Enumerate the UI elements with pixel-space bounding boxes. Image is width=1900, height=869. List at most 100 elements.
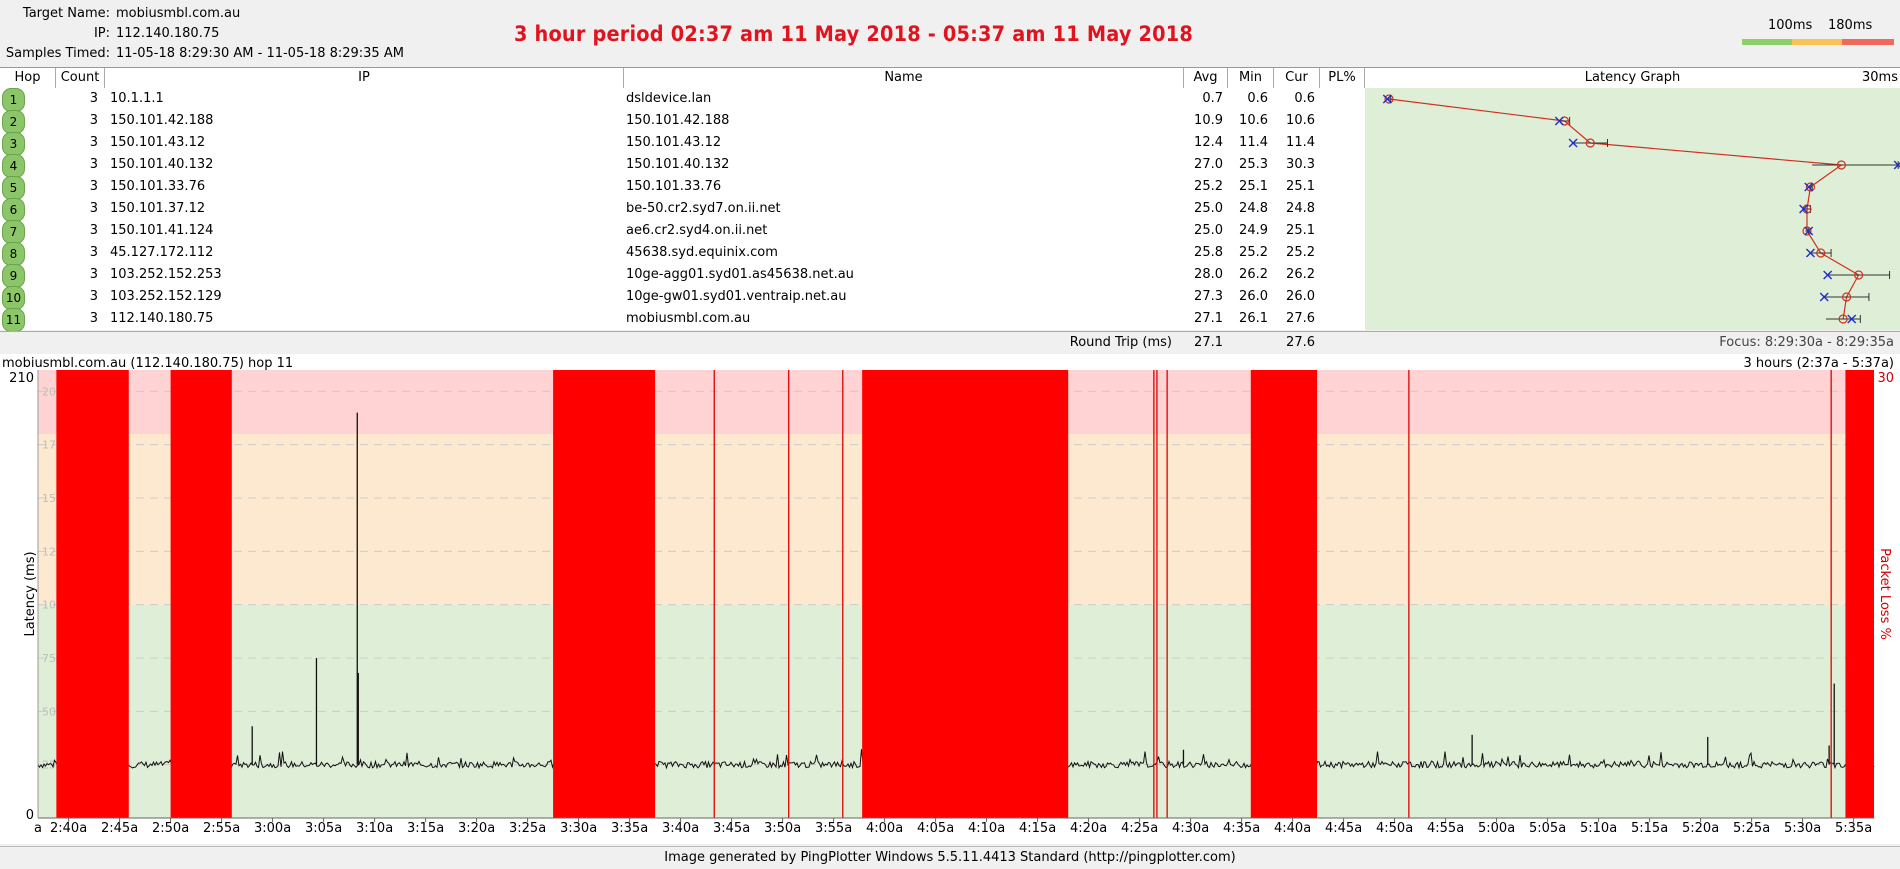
cell-ip: 45.127.172.112 (110, 245, 214, 260)
round-trip-label: Round Trip (ms) (1069, 335, 1172, 350)
hop-current-marker (1799, 204, 1809, 214)
table-row[interactable]: 7 3 150.101.41.124 ae6.cr2.syd4.on.ii.net 25… (0, 220, 1365, 244)
hop-current-marker (1819, 292, 1829, 302)
table-row[interactable]: 4 3 150.101.40.132 150.101.40.132 27.0 25.3 30… (0, 154, 1365, 178)
cell-cur: 26.2 (1286, 267, 1315, 282)
cell-min: 11.4 (1239, 135, 1268, 150)
hop-number-badge: 2 (2, 110, 25, 134)
cell-pl (1320, 176, 1360, 198)
hop-current-marker (1568, 138, 1578, 148)
x-tick-label: 2:50a (152, 821, 189, 836)
x-tick-label: 4:45a (1325, 821, 1362, 836)
cell-cur: 25.2 (1286, 245, 1315, 260)
cell-avg: 25.0 (1194, 201, 1223, 216)
hop-number-badge: 8 (2, 242, 25, 266)
hop-current-marker (1382, 94, 1392, 104)
cell-min: 24.8 (1239, 201, 1268, 216)
hop-current-marker (1554, 116, 1564, 126)
cell-avg: 25.0 (1194, 223, 1223, 238)
cell-name: 10ge-gw01.syd01.ventraip.net.au (626, 289, 847, 304)
y-grid-label: 50 (42, 705, 56, 718)
cell-pl (1320, 264, 1360, 286)
x-tick-label: 5:20a (1682, 821, 1719, 836)
chart-caption-left: mobiusmbl.com.au (112.140.180.75) hop 11 (2, 356, 293, 371)
cell-pl (1320, 88, 1360, 110)
x-tick-label: 4:05a (917, 821, 954, 836)
cell-avg: 12.4 (1194, 135, 1223, 150)
cell-name: 45638.syd.equinix.com (626, 245, 778, 260)
x-tick-label: 3:00a (254, 821, 291, 836)
cell-cur: 24.8 (1286, 201, 1315, 216)
timeline-chart[interactable]: 25 50 75 100 125 150 175 200 mobiusmbl.com.au (1… (0, 354, 1900, 844)
x-tick-label: 3:55a (815, 821, 852, 836)
table-row[interactable]: 6 3 150.101.37.12 be-50.cr2.syd7.on.ii.net 2… (0, 198, 1365, 222)
round-trip-row: Round Trip (ms) 27.1 27.6 Focus: 8:29:30… (0, 331, 1900, 355)
x-tick-label: 5:25a (1733, 821, 1770, 836)
cell-min: 10.6 (1239, 113, 1268, 128)
cell-ip: 103.252.152.253 (110, 267, 222, 282)
packet-loss-block (170, 370, 232, 818)
cell-pl (1320, 132, 1360, 154)
hop-avg-marker (1805, 182, 1816, 192)
hop-avg-marker (1841, 292, 1852, 302)
col-name[interactable]: Name (624, 68, 1184, 88)
x-tick-label: 4:10a (968, 821, 1005, 836)
cell-min: 26.2 (1239, 267, 1268, 282)
table-row[interactable]: 5 3 150.101.33.76 150.101.33.76 25.2 25.1 25.1 (0, 176, 1365, 200)
cell-name: 150.101.42.188 (626, 113, 730, 128)
latency-graph-svg (1382, 94, 1900, 324)
col-min[interactable]: Min (1228, 68, 1274, 88)
cell-ip: 150.101.43.12 (110, 135, 206, 150)
col-count[interactable]: Count (56, 68, 105, 88)
latency-path-line (1388, 98, 1860, 320)
y-top-label: 210 (9, 371, 34, 386)
y-zero-label: 0 (26, 808, 34, 823)
cell-ip: 150.101.40.132 (110, 157, 214, 172)
cell-avg: 27.1 (1194, 311, 1223, 326)
col-cur[interactable]: Cur (1274, 68, 1320, 88)
cell-pl (1320, 220, 1360, 242)
cell-min: 25.2 (1239, 245, 1268, 260)
x-tick-label: 5:05a (1529, 821, 1566, 836)
hop-avg-marker (1559, 116, 1570, 126)
table-row[interactable]: 11 3 112.140.180.75 mobiusmbl.com.au 27.1 26.… (0, 308, 1365, 332)
hop-number-badge: 9 (2, 264, 25, 288)
table-header: Hop Count IP Name Avg Min Cur PL% Latenc… (0, 67, 1900, 89)
table-row[interactable]: 3 3 150.101.43.12 150.101.43.12 12.4 11.4 11.4 (0, 132, 1365, 156)
hop-avg-marker (1854, 270, 1864, 280)
table-row[interactable]: 8 3 45.127.172.112 45638.syd.equinix.com 25.… (0, 242, 1365, 266)
x-tick-label: 3:15a (407, 821, 444, 836)
cell-avg: 27.0 (1194, 157, 1223, 172)
x-tick-label: 3:20a (458, 821, 495, 836)
table-row[interactable]: 9 3 103.252.152.253 10ge-agg01.syd01.as4563… (0, 264, 1365, 288)
round-trip-cur: 27.6 (1286, 335, 1315, 350)
cell-avg: 27.3 (1194, 289, 1223, 304)
cell-cur: 10.6 (1286, 113, 1315, 128)
col-pl[interactable]: PL% (1320, 68, 1365, 88)
col-avg[interactable]: Avg (1184, 68, 1228, 88)
chart-caption-right: 3 hours (2:37a - 5:37a) (1743, 356, 1894, 371)
page-title: 3 hour period 02:37 am 11 May 2018 - 05:… (514, 22, 1194, 46)
cell-ip: 10.1.1.1 (110, 91, 164, 106)
x-tick-label: 3:40a (662, 821, 699, 836)
table-row[interactable]: 2 3 150.101.42.188 150.101.42.188 10.9 10.6 10… (0, 110, 1365, 134)
col-hop[interactable]: Hop (0, 68, 56, 88)
x-tick-label: 4:25a (1121, 821, 1158, 836)
cell-ip: 150.101.42.188 (110, 113, 214, 128)
col-ip[interactable]: IP (105, 68, 624, 88)
cell-avg: 28.0 (1194, 267, 1223, 282)
samples-value: 11-05-18 8:29:30 AM - 11-05-18 8:29:35 A… (116, 46, 404, 61)
table-row[interactable]: 10 3 103.252.152.129 10ge-gw01.syd01.ventra… (0, 286, 1365, 310)
col-latency-graph[interactable]: Latency Graph (1584, 70, 1681, 85)
hop-current-marker (1804, 182, 1814, 192)
x-tick-label: 5:10a (1580, 821, 1617, 836)
cell-ip: 150.101.41.124 (110, 223, 214, 238)
x-tick-label: 4:40a (1274, 821, 1311, 836)
target-name-value: mobiusmbl.com.au (116, 6, 241, 21)
table-row[interactable]: 1 3 10.1.1.1 dsldevice.lan 0.7 0.6 0.6 (0, 88, 1365, 112)
hop-avg-marker (1816, 248, 1826, 258)
cell-pl (1320, 154, 1360, 176)
ip-label: IP: (93, 26, 110, 41)
cell-ip: 150.101.33.76 (110, 179, 206, 194)
